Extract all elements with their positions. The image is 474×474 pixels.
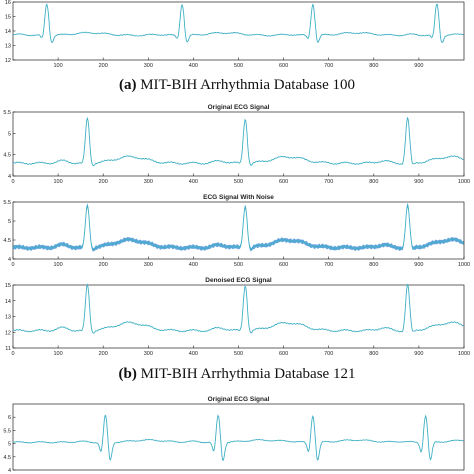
x-tick-label: 600 bbox=[279, 63, 288, 69]
y-tick-label: 5 bbox=[8, 131, 11, 137]
y-tick-label: 12 bbox=[5, 58, 11, 64]
y-tick-label: 12 bbox=[5, 330, 11, 336]
x-tick-label: 1000 bbox=[458, 351, 470, 357]
caption-a-label: (a) bbox=[118, 77, 137, 93]
x-tick-label: 400 bbox=[189, 63, 198, 69]
chart-b-original-svg: Original ECG Signal 0 100 200 300 400 500 600 70… bbox=[3, 104, 470, 185]
x-tick-label: 200 bbox=[99, 179, 108, 185]
y-tick-label: 15 bbox=[5, 283, 11, 289]
x-tick-label: 100 bbox=[54, 63, 63, 69]
y-tick-label: 4.5 bbox=[3, 455, 11, 461]
plot-frame bbox=[12, 284, 465, 349]
chart-c: Original ECG Signal 4 4.5 5 5.5 6 bbox=[0, 392, 474, 474]
x-tick-label: 300 bbox=[144, 179, 153, 185]
chart-b-noisy-svg: ECG Signal With Noise 0 100 200 300 400 500 600… bbox=[3, 194, 470, 268]
x-tick-label: 700 bbox=[324, 262, 333, 268]
y-tick-label: 6 bbox=[8, 415, 11, 421]
chart-b-noisy: ECG Signal With Noise 0 100 200 300 400 500 600… bbox=[0, 190, 474, 273]
x-tick-label: 300 bbox=[144, 351, 153, 357]
x-tick-label: 800 bbox=[369, 179, 378, 185]
ecg-series-line bbox=[12, 3, 464, 44]
y-tick-label: 14 bbox=[5, 299, 11, 305]
chart-title: Original ECG Signal bbox=[208, 104, 270, 111]
y-tick-label: 15 bbox=[5, 15, 11, 21]
x-tick-label: 600 bbox=[279, 262, 288, 268]
x-tick-label: 600 bbox=[279, 351, 288, 357]
x-tick-label: 400 bbox=[189, 179, 198, 185]
caption-a-text: MIT-BIH Arrhythmia Database 100 bbox=[140, 77, 356, 93]
x-tick-label: 1000 bbox=[458, 179, 470, 185]
chart-b-original: Original ECG Signal 0 100 200 300 400 500 600 70… bbox=[0, 100, 474, 190]
x-tick-label: 700 bbox=[324, 63, 333, 69]
x-tick-label: 700 bbox=[324, 351, 333, 357]
x-tick-label: 100 bbox=[54, 351, 63, 357]
y-tick-label: 4 bbox=[8, 468, 11, 474]
y-tick-label: 4 bbox=[8, 257, 11, 263]
plot-frame bbox=[12, 201, 465, 260]
y-tick-label: 4.5 bbox=[3, 153, 11, 159]
y-tick-label: 13 bbox=[5, 44, 11, 50]
y-tick-label: 5 bbox=[8, 219, 11, 225]
x-tick-label: 100 bbox=[54, 262, 63, 268]
x-tick-label: 400 bbox=[189, 262, 198, 268]
x-tick-label: 300 bbox=[144, 63, 153, 69]
chart-title: Denoised ECG Signal bbox=[205, 277, 272, 284]
caption-b-label: (b) bbox=[118, 366, 137, 382]
chart-b-denoised-svg: Denoised ECG Signal 0 100 200 300 400 500 600 70… bbox=[5, 277, 470, 357]
plot-frame bbox=[12, 1, 465, 61]
x-tick-label: 1000 bbox=[458, 262, 470, 268]
y-tick-label: 5.5 bbox=[3, 200, 11, 206]
x-tick-label: 900 bbox=[414, 351, 423, 357]
caption-b-text: MIT-BIH Arrhythmia Database 121 bbox=[140, 366, 356, 382]
caption-b: (b) MIT-BIH Arrhythmia Database 121 bbox=[0, 366, 474, 383]
x-tick-label: 800 bbox=[369, 351, 378, 357]
chart-title: ECG Signal With Noise bbox=[203, 194, 274, 201]
x-tick-label: 0 bbox=[11, 351, 14, 357]
caption-a: (a) MIT-BIH Arrhythmia Database 100 bbox=[0, 77, 474, 94]
chart-a-svg: 100 200 300 400 500 600 700 800 900 12 13 14 15 16 bbox=[5, 0, 465, 69]
x-tick-label: 0 bbox=[11, 179, 14, 185]
y-tick-label: 4 bbox=[8, 174, 11, 180]
y-tick-label: 14 bbox=[5, 29, 11, 35]
x-tick-label: 800 bbox=[369, 63, 378, 69]
y-tick-label: 16 bbox=[5, 0, 11, 6]
ecg-series-line bbox=[12, 204, 464, 251]
x-tick-label: 300 bbox=[144, 262, 153, 268]
x-tick-label: 100 bbox=[54, 179, 63, 185]
x-tick-label: 700 bbox=[324, 179, 333, 185]
y-tick-label: 5 bbox=[8, 442, 11, 448]
x-tick-label: 500 bbox=[234, 351, 243, 357]
x-tick-label: 500 bbox=[234, 179, 243, 185]
x-tick-label: 900 bbox=[414, 63, 423, 69]
ecg-series-line bbox=[12, 283, 464, 334]
x-tick-label: 500 bbox=[234, 63, 243, 69]
x-tick-label: 200 bbox=[99, 63, 108, 69]
y-tick-label: 5.5 bbox=[3, 428, 11, 434]
chart-a: 100 200 300 400 500 600 700 800 900 12 13 14 15 16 bbox=[0, 0, 474, 72]
x-tick-label: 0 bbox=[11, 262, 14, 268]
x-tick-label: 200 bbox=[99, 262, 108, 268]
noise-band bbox=[13, 203, 464, 252]
x-tick-label: 200 bbox=[99, 351, 108, 357]
ecg-series-line bbox=[12, 414, 464, 461]
x-tick-label: 900 bbox=[414, 179, 423, 185]
chart-b-denoised: Denoised ECG Signal 0 100 200 300 400 500 600 70… bbox=[0, 273, 474, 363]
x-tick-label: 500 bbox=[234, 262, 243, 268]
x-tick-label: 600 bbox=[279, 179, 288, 185]
chart-title: Original ECG Signal bbox=[208, 396, 270, 403]
x-tick-label: 900 bbox=[414, 262, 423, 268]
y-tick-label: 13 bbox=[5, 315, 11, 321]
y-tick-label: 11 bbox=[5, 346, 11, 352]
x-tick-label: 400 bbox=[189, 351, 198, 357]
x-tick-label: 800 bbox=[369, 262, 378, 268]
plot-frame bbox=[12, 111, 465, 177]
chart-c-svg: Original ECG Signal 4 4.5 5 5.5 6 bbox=[3, 396, 465, 474]
y-tick-label: 4.5 bbox=[3, 238, 11, 244]
ecg-series-line bbox=[12, 116, 464, 167]
y-tick-label: 5.5 bbox=[3, 110, 11, 116]
plot-frame bbox=[12, 403, 465, 471]
